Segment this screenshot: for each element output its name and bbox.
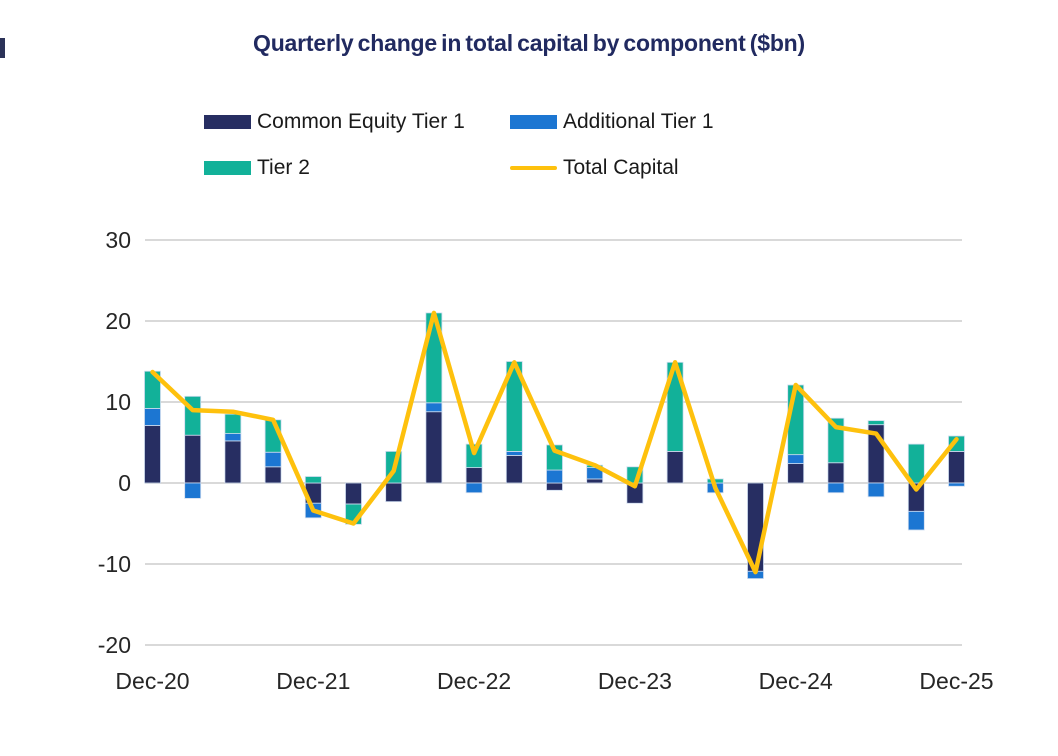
bar-segment-tier-2-sep-25 [907,443,925,484]
bar-segment-additional-tier-1-mar-21 [184,482,202,499]
x-tick-label-dec-21: Dec-21 [276,668,350,694]
bar-segment-additional-tier-1-jun-25 [867,482,885,498]
legend-item-common-equity-tier-1: Common Equity Tier 1 [204,110,465,133]
bar-segment-common-equity-tier-1-mar-24 [666,451,684,484]
bar-segment-additional-tier-1-mar-25 [827,482,845,494]
y-tick-label-30: 30 [105,227,131,253]
legend-label: Additional Tier 1 [563,110,714,133]
x-tick-label-dec-24: Dec-24 [759,668,833,694]
y-tick-label-20: 20 [105,308,131,334]
y-tick-label--20: -20 [98,632,131,658]
legend-item-tier-2: Tier 2 [204,156,310,179]
x-tick-label-dec-20: Dec-20 [115,668,189,694]
legend-label: Tier 2 [257,156,310,179]
bar-segment-tier-2-dec-22 [465,443,483,469]
bar-segment-additional-tier-1-sep-21 [264,451,282,468]
bar-segment-additional-tier-1-dec-20 [144,408,161,426]
bar-segment-common-equity-tier-1-dec-20 [144,425,161,484]
bar-segment-common-equity-tier-1-jun-23 [546,482,563,491]
y-tick-label--10: -10 [98,551,131,577]
bar-segment-tier-2-jun-25 [867,420,885,426]
bar-segment-common-equity-tier-1-jun-22 [385,482,403,503]
legend-item-total-capital: Total Capital [510,156,679,179]
bar-segment-common-equity-tier-1-mar-23 [505,455,523,484]
legend-swatch-tier-2 [204,161,251,175]
bar-segment-additional-tier-1-sep-25 [907,510,925,531]
x-tick-label-dec-22: Dec-22 [437,668,511,694]
bar-segment-common-equity-tier-1-mar-21 [184,434,202,484]
bar-segment-common-equity-tier-1-mar-22 [345,482,362,505]
total-capital-line [150,310,959,575]
bar-segment-common-equity-tier-1-dec-22 [465,467,483,484]
bar-segment-common-equity-tier-1-dec-24 [787,463,805,484]
bar-segment-additional-tier-1-jun-21 [224,433,242,442]
bar-segment-tier-2-dec-21 [304,476,322,484]
bar-segment-common-equity-tier-1-mar-25 [827,462,845,484]
x-tick-label-dec-25: Dec-25 [919,668,993,694]
legend-swatch-additional-tier-1 [510,115,557,129]
legend-label: Common Equity Tier 1 [257,110,465,133]
legend-item-additional-tier-1: Additional Tier 1 [510,110,714,133]
bar-segment-common-equity-tier-1-sep-21 [264,466,282,484]
bar-segment-common-equity-tier-1-sep-23 [586,478,604,484]
bar-segment-additional-tier-1-dec-24 [787,454,805,464]
bar-segment-common-equity-tier-1-sep-22 [425,411,443,484]
cropped-edge-artifact [0,38,5,58]
bar-segment-tier-2-jun-21 [224,413,242,434]
bar-segment-additional-tier-1-dec-25 [948,482,965,487]
bar-segment-additional-tier-1-sep-22 [425,402,443,413]
bar-segment-additional-tier-1-dec-22 [465,482,483,494]
y-tick-label-10: 10 [105,389,131,415]
legend-swatch-common-equity-tier-1 [204,115,251,129]
bar-segment-additional-tier-1-mar-23 [505,451,523,456]
bar-segment-common-equity-tier-1-dec-25 [948,451,965,484]
bar-segment-common-equity-tier-1-jun-21 [224,440,242,484]
legend-label: Total Capital [563,156,679,179]
chart-title: Quarterly change in total capital by com… [253,30,805,56]
bar-segment-additional-tier-1-jun-23 [546,469,563,484]
legend-line-swatch-total-capital [510,165,557,171]
x-tick-label-dec-23: Dec-23 [598,668,672,694]
y-tick-label-0: 0 [118,470,131,496]
